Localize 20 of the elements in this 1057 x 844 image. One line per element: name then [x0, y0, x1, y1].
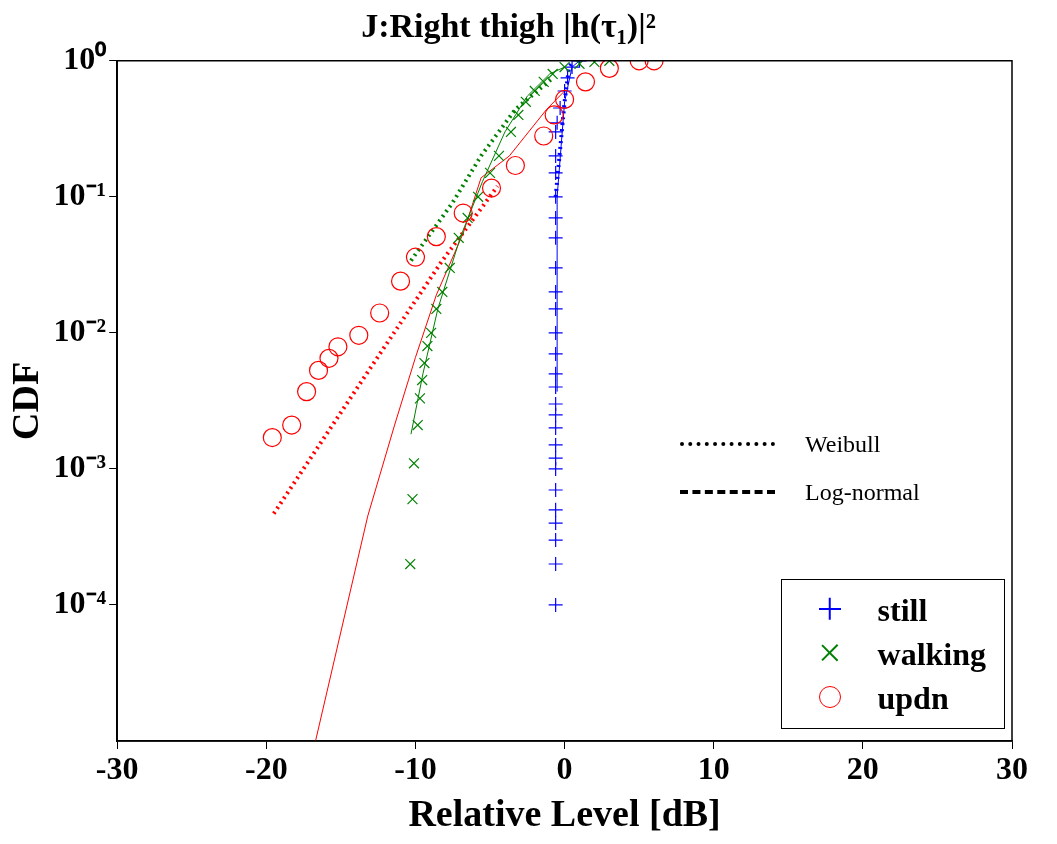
y-tick-label: 10⁻³: [53, 448, 107, 485]
legend-label: updn: [877, 679, 949, 717]
x-tick-label: -10: [394, 750, 437, 787]
x-tick-label: 0: [556, 750, 573, 787]
y-tick-label: 10⁻¹: [53, 176, 107, 213]
y-tick-label: 10⁻⁴: [53, 584, 107, 621]
y-axis-title: CDF: [3, 361, 46, 440]
y-tick-label: 10⁻²: [53, 312, 107, 349]
x-tick-label: 10: [697, 750, 730, 787]
x-axis-title: Relative Level [dB]: [408, 792, 721, 835]
chart-title: J:Right thigh |h(τ₁)|²: [361, 7, 656, 46]
x-tick-label: 30: [996, 750, 1028, 787]
annotation: Weibull: [805, 430, 881, 458]
annotation: Log-normal: [805, 478, 920, 506]
y-tick-label: 10⁰: [63, 40, 108, 77]
legend-label: still: [877, 591, 928, 629]
x-tick-label: -20: [245, 750, 288, 787]
x-tick-label: 20: [846, 750, 879, 787]
legend-label: walking: [877, 635, 986, 673]
x-tick-label: -30: [95, 750, 139, 787]
